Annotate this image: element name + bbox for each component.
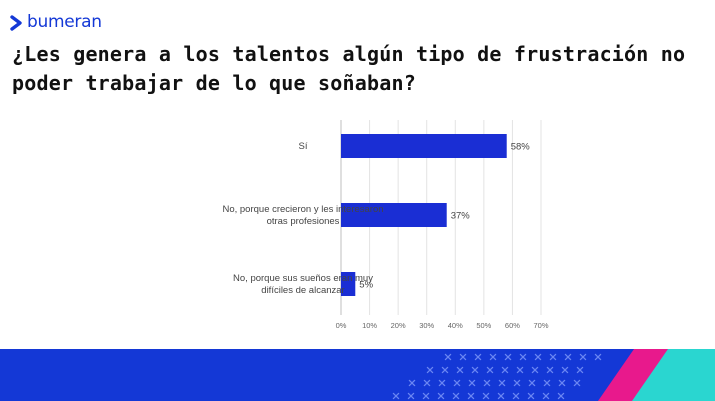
x-tick-label: 70% [533,321,548,330]
category-label: otras profesiones [267,216,340,227]
x-tick-label: 40% [448,321,463,330]
x-tick-label: 50% [476,321,491,330]
bar [341,272,356,296]
x-tick-label: 20% [391,321,406,330]
data-label: 37% [451,211,471,222]
category-label: No, porque crecieron y les interesaron [222,204,383,215]
data-label: 58% [511,142,531,153]
x-tick-label: 10% [362,321,377,330]
category-label: difíciles de alcanzar [261,285,344,296]
page-title: ¿Les genera a los talentos algún tipo de… [12,42,686,95]
bar [341,134,507,158]
data-label: 5% [359,280,373,291]
footer-band [0,349,715,401]
category-label: Sí [299,141,308,152]
category-label: No, porque sus sueños eran muy [233,273,373,284]
bar [341,203,447,227]
x-tick-label: 30% [419,321,434,330]
x-tick-label: 0% [336,321,347,330]
brand-logo: bumeran [10,14,102,31]
chevron-right-logo-icon [10,14,22,31]
x-tick-label: 60% [505,321,520,330]
brand-name: bumeran [27,12,102,32]
